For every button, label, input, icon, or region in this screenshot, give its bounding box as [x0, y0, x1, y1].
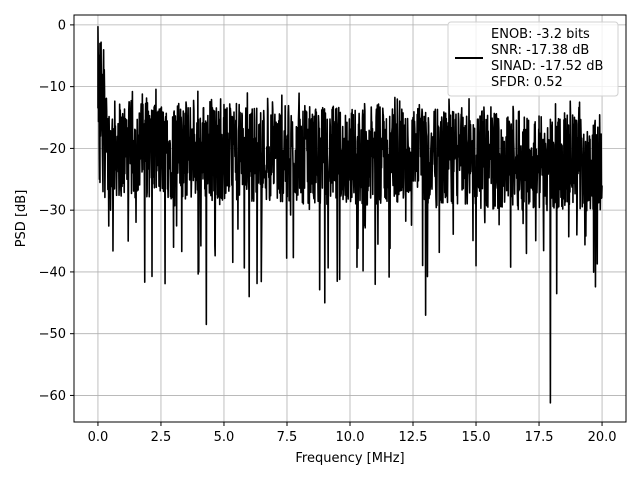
psd-trace: [97, 25, 603, 404]
y-tick-label: −60: [39, 389, 66, 404]
x-tick-label: 15.0: [462, 430, 491, 445]
x-tick-label: 2.5: [151, 430, 172, 445]
x-axis-label: Frequency [MHz]: [295, 451, 404, 466]
x-tick-label: 7.5: [277, 430, 298, 445]
legend-enob: ENOB: -3.2 bits: [491, 27, 590, 42]
legend-sfdr: SFDR: 0.52: [491, 75, 563, 90]
y-tick-label: −40: [39, 265, 66, 280]
legend-sinad: SINAD: -17.52 dB: [491, 59, 603, 74]
x-tick-label: 10.0: [336, 430, 365, 445]
legend: ENOB: -3.2 bits SNR: -17.38 dB SINAD: -1…: [447, 21, 619, 97]
x-tick-label: 20.0: [588, 430, 617, 445]
y-tick-label: −30: [39, 204, 66, 219]
plot-area: [97, 25, 603, 404]
x-tick-label: 12.5: [399, 430, 428, 445]
legend-snr: SNR: -17.38 dB: [491, 43, 589, 58]
y-axis-label: PSD [dB]: [14, 190, 29, 248]
y-tick-label: 0: [58, 18, 66, 33]
y-tick-label: −50: [39, 327, 66, 342]
y-tick-label: −20: [39, 142, 66, 157]
x-tick-label: 0.0: [88, 430, 109, 445]
y-tick-label: −10: [39, 80, 66, 95]
legend-box: [447, 21, 619, 97]
x-tick-label: 5.0: [214, 430, 235, 445]
x-axis-ticks: 0.0 2.5 5.0 7.5 10.0 12.5 15.0 17.5 20.0: [88, 422, 617, 445]
y-axis-ticks: 0 −10 −20 −30 −40 −50 −60: [39, 18, 74, 404]
x-tick-label: 17.5: [525, 430, 554, 445]
